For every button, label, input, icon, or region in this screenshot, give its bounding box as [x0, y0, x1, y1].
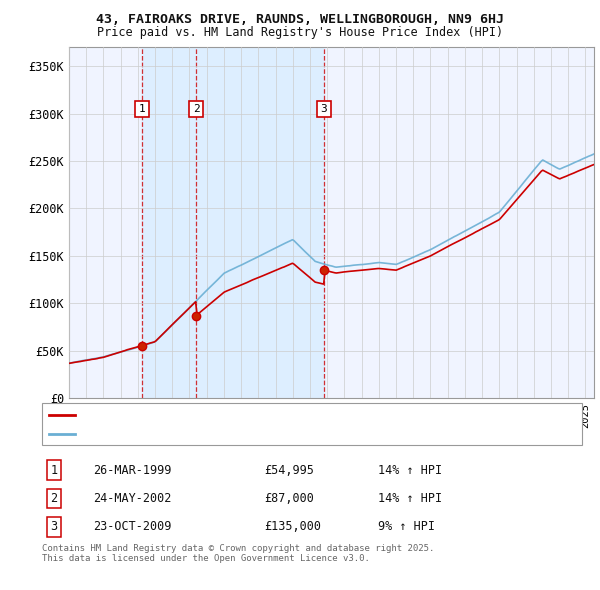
Text: 24-MAY-2002: 24-MAY-2002 — [93, 492, 172, 505]
Text: 2: 2 — [50, 492, 58, 505]
Text: £54,995: £54,995 — [264, 464, 314, 477]
Text: 14% ↑ HPI: 14% ↑ HPI — [378, 464, 442, 477]
Text: £135,000: £135,000 — [264, 520, 321, 533]
Text: 3: 3 — [320, 104, 328, 114]
Text: 43, FAIROAKS DRIVE, RAUNDS, WELLINGBOROUGH, NN9 6HJ (semi-detached house): 43, FAIROAKS DRIVE, RAUNDS, WELLINGBOROU… — [79, 410, 508, 420]
Text: 43, FAIROAKS DRIVE, RAUNDS, WELLINGBOROUGH, NN9 6HJ: 43, FAIROAKS DRIVE, RAUNDS, WELLINGBOROU… — [96, 13, 504, 26]
Text: £87,000: £87,000 — [264, 492, 314, 505]
Text: 9% ↑ HPI: 9% ↑ HPI — [378, 520, 435, 533]
Text: 2: 2 — [193, 104, 200, 114]
Text: Price paid vs. HM Land Registry's House Price Index (HPI): Price paid vs. HM Land Registry's House … — [97, 26, 503, 39]
Text: Contains HM Land Registry data © Crown copyright and database right 2025.
This d: Contains HM Land Registry data © Crown c… — [42, 544, 434, 563]
Text: 3: 3 — [50, 520, 58, 533]
Bar — [142, 47, 196, 398]
Text: 14% ↑ HPI: 14% ↑ HPI — [378, 492, 442, 505]
Text: 26-MAR-1999: 26-MAR-1999 — [93, 464, 172, 477]
Text: HPI: Average price, semi-detached house, North Northamptonshire: HPI: Average price, semi-detached house,… — [79, 430, 449, 440]
Bar — [196, 47, 324, 398]
Text: 1: 1 — [139, 104, 145, 114]
Text: 1: 1 — [50, 464, 58, 477]
Text: 23-OCT-2009: 23-OCT-2009 — [93, 520, 172, 533]
